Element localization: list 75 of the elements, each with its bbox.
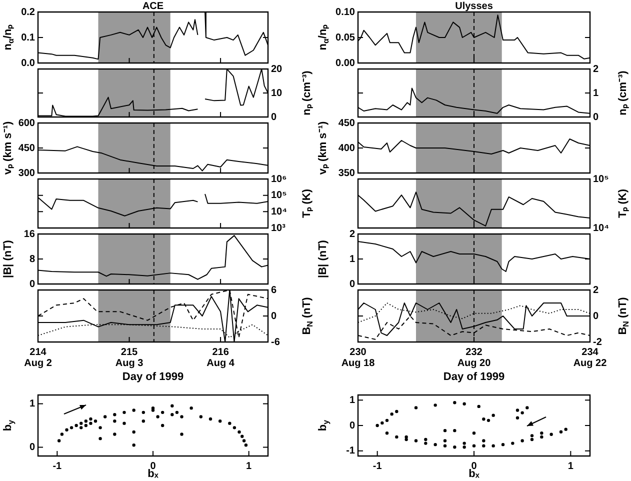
y-tick-label: 0 bbox=[593, 112, 599, 123]
y-axis-title: nₚ (cm⁻³) bbox=[301, 70, 314, 116]
y-tick-label: 10⁶ bbox=[271, 174, 287, 185]
y-tick-label: 2 bbox=[593, 64, 599, 75]
text: Aug 18 bbox=[341, 358, 376, 369]
y-tick-label: 350 bbox=[338, 168, 356, 179]
y-tick-label: 0 bbox=[29, 278, 36, 290]
y-tick-label: 6 bbox=[271, 284, 277, 296]
x-tick-label: 232 bbox=[466, 346, 483, 358]
y-axis-title: nα/nₚ bbox=[2, 24, 16, 50]
y-tick-label: 0.10 bbox=[336, 6, 356, 18]
y-tick-label: 400 bbox=[338, 142, 356, 154]
y-tick-label: 20 bbox=[271, 64, 283, 75]
y-tick-label: 10³ bbox=[271, 222, 286, 234]
y-tick-label: 450 bbox=[338, 118, 356, 129]
y-tick-label: 0.0 bbox=[21, 58, 36, 69]
y-axis-title: vₚ (km s⁻¹) bbox=[317, 121, 330, 175]
x-tick-label: 216 bbox=[212, 346, 230, 358]
y-axis-title: nₚ (cm⁻³) bbox=[617, 70, 630, 116]
y-axis-title: BN (nT) bbox=[617, 296, 631, 335]
y-tick-label: 600 bbox=[18, 118, 36, 129]
x-tick-label: 1 bbox=[568, 460, 574, 472]
y-tick-label: 1 bbox=[593, 88, 599, 99]
text: Aug 4 bbox=[206, 358, 235, 369]
x-tick-label: 214 bbox=[30, 346, 47, 358]
x-axis-title: Day of 1999 bbox=[122, 371, 184, 384]
y-tick-label: 0 bbox=[29, 442, 36, 454]
y-tick-label: 2 bbox=[349, 228, 356, 240]
text: Aug 2 bbox=[24, 358, 52, 369]
y-tick-label: 0 bbox=[271, 310, 277, 322]
text: Aug 20 bbox=[457, 358, 492, 369]
y-tick-label: 16 bbox=[24, 228, 36, 240]
y-tick-label: 300 bbox=[18, 168, 36, 179]
y-tick-label: 0 bbox=[349, 278, 356, 290]
y-tick-label: 10⁵ bbox=[271, 190, 288, 202]
y-tick-label: 10⁴ bbox=[271, 206, 288, 218]
x-tick-label: 234 bbox=[582, 346, 599, 358]
y-axis-title: Tₚ (K) bbox=[301, 188, 314, 218]
y-tick-label: 450 bbox=[18, 142, 36, 154]
y-tick-label: 2 bbox=[593, 284, 599, 296]
y-tick-label: 0.00 bbox=[336, 58, 356, 69]
y-tick-label: 1 bbox=[349, 254, 356, 265]
y-tick-label: 0 bbox=[349, 420, 356, 432]
y-tick-label: 1 bbox=[29, 398, 36, 410]
y-tick-label: 0.2 bbox=[21, 6, 36, 18]
chart-title: Ulysses bbox=[455, 0, 494, 12]
y-axis-title: BN (nT) bbox=[301, 296, 315, 335]
x-tick-label: -1 bbox=[372, 460, 382, 472]
y-tick-label: 0.05 bbox=[336, 32, 356, 44]
x-tick-label: 1 bbox=[246, 460, 252, 472]
y-tick-label: -1 bbox=[346, 446, 356, 457]
y-axis-title: vₚ (km s⁻¹) bbox=[2, 121, 14, 175]
x-axis-title: Day of 1999 bbox=[443, 371, 505, 384]
chart-title: ACE bbox=[142, 0, 164, 12]
y-tick-label: -6 bbox=[271, 336, 280, 348]
y-axis-title: by bbox=[317, 419, 331, 432]
y-tick-label: 0.1 bbox=[21, 32, 36, 44]
y-tick-label: 8 bbox=[29, 254, 36, 265]
y-axis-title: |B| (nT) bbox=[317, 240, 330, 278]
y-axis-title: by bbox=[2, 419, 16, 432]
y-tick-label: 0 bbox=[593, 310, 599, 322]
x-tick-label: -1 bbox=[52, 460, 62, 472]
text: Aug 22 bbox=[573, 358, 608, 369]
x-tick-label: 215 bbox=[120, 346, 138, 358]
y-tick-label: 10⁵ bbox=[593, 174, 610, 185]
y-axis-title: nα/nₚ bbox=[317, 24, 331, 50]
y-tick-label: -2 bbox=[593, 336, 602, 348]
x-tick-label: 230 bbox=[350, 346, 367, 358]
y-tick-label: 10⁴ bbox=[593, 222, 610, 234]
y-axis-title: Tₚ (K) bbox=[617, 188, 630, 218]
y-tick-label: 0 bbox=[271, 112, 277, 123]
y-axis-title: |B| (nT) bbox=[2, 240, 14, 278]
y-tick-label: 1 bbox=[349, 394, 356, 406]
y-tick-label: 10 bbox=[271, 88, 283, 99]
text: Aug 3 bbox=[115, 358, 144, 369]
